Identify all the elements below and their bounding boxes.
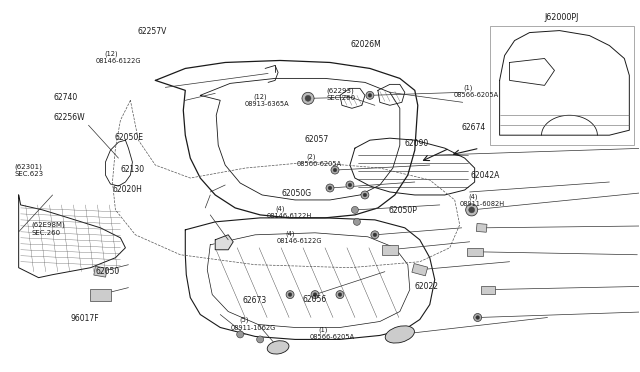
Text: 96017F: 96017F	[71, 314, 100, 323]
Circle shape	[363, 193, 367, 197]
Text: 62673: 62673	[242, 296, 266, 305]
Text: 62042A: 62042A	[470, 171, 500, 180]
Circle shape	[366, 92, 374, 99]
Circle shape	[237, 331, 244, 338]
Bar	[94, 266, 107, 277]
Text: 62056: 62056	[302, 295, 326, 304]
Text: 08566-6205A: 08566-6205A	[309, 334, 355, 340]
Text: 62090: 62090	[404, 139, 429, 148]
Text: (4): (4)	[285, 230, 295, 237]
Circle shape	[336, 291, 344, 299]
Circle shape	[361, 191, 369, 199]
Circle shape	[313, 293, 317, 296]
Circle shape	[468, 207, 475, 213]
Bar	[90, 289, 111, 301]
Circle shape	[351, 206, 358, 214]
Text: (12): (12)	[253, 93, 268, 100]
Text: SEC.623: SEC.623	[15, 171, 44, 177]
Bar	[382, 245, 398, 255]
Text: 08146-6122H: 08146-6122H	[266, 214, 312, 219]
Circle shape	[257, 336, 264, 343]
Text: 62057: 62057	[305, 135, 329, 144]
Circle shape	[373, 233, 377, 237]
Circle shape	[476, 316, 479, 319]
Text: (1): (1)	[318, 327, 328, 333]
Text: 08566-6205A: 08566-6205A	[454, 92, 499, 98]
Circle shape	[338, 293, 342, 296]
Text: SEC.260: SEC.260	[31, 230, 60, 237]
Text: 08146-6122G: 08146-6122G	[276, 238, 322, 244]
Text: SEC.260: SEC.260	[326, 95, 355, 101]
Circle shape	[311, 291, 319, 299]
Text: (1): (1)	[463, 84, 472, 91]
Circle shape	[288, 293, 292, 296]
Circle shape	[302, 92, 314, 104]
Text: 08566-6205A: 08566-6205A	[297, 161, 342, 167]
Circle shape	[474, 314, 482, 321]
Bar	[490, 26, 634, 145]
Circle shape	[371, 231, 379, 239]
Circle shape	[328, 186, 332, 190]
Text: (12): (12)	[104, 51, 118, 57]
Ellipse shape	[268, 341, 289, 354]
Circle shape	[333, 168, 337, 172]
Text: 62130: 62130	[121, 165, 145, 174]
Circle shape	[368, 93, 372, 97]
Bar	[412, 263, 428, 276]
Bar	[476, 224, 487, 232]
Circle shape	[466, 204, 477, 216]
Text: 62050P: 62050P	[389, 206, 418, 215]
Text: 08146-6122G: 08146-6122G	[95, 58, 141, 64]
Circle shape	[331, 166, 339, 174]
Text: (5): (5)	[239, 317, 249, 323]
Text: (2): (2)	[306, 153, 316, 160]
Ellipse shape	[385, 326, 415, 343]
Circle shape	[346, 181, 354, 189]
Text: 62020H: 62020H	[113, 185, 142, 194]
Text: 08911-1062G: 08911-1062G	[230, 325, 276, 331]
Polygon shape	[215, 235, 233, 250]
Text: (62E98M): (62E98M)	[31, 221, 65, 228]
Text: 62674: 62674	[462, 123, 486, 132]
Text: 62050E: 62050E	[115, 133, 143, 142]
Text: J62000PJ: J62000PJ	[545, 13, 579, 22]
Text: 62740: 62740	[54, 93, 78, 102]
Text: (4): (4)	[468, 193, 477, 200]
Text: 62026M: 62026M	[351, 40, 381, 49]
Text: 62256W: 62256W	[54, 113, 85, 122]
Circle shape	[286, 291, 294, 299]
Text: 62050G: 62050G	[282, 189, 312, 198]
Text: 62257V: 62257V	[138, 27, 168, 36]
Text: 08913-6365A: 08913-6365A	[244, 101, 289, 107]
Circle shape	[305, 95, 311, 101]
Text: (62301): (62301)	[15, 163, 43, 170]
Bar	[481, 286, 495, 294]
Circle shape	[326, 184, 334, 192]
Text: (4): (4)	[275, 206, 285, 212]
Circle shape	[348, 183, 352, 187]
Text: 62050: 62050	[95, 267, 120, 276]
Circle shape	[353, 218, 360, 225]
Bar	[467, 248, 483, 256]
Text: 08911-6082H: 08911-6082H	[460, 201, 504, 207]
Text: 62022: 62022	[415, 282, 438, 291]
Text: (62293): (62293)	[326, 87, 354, 94]
